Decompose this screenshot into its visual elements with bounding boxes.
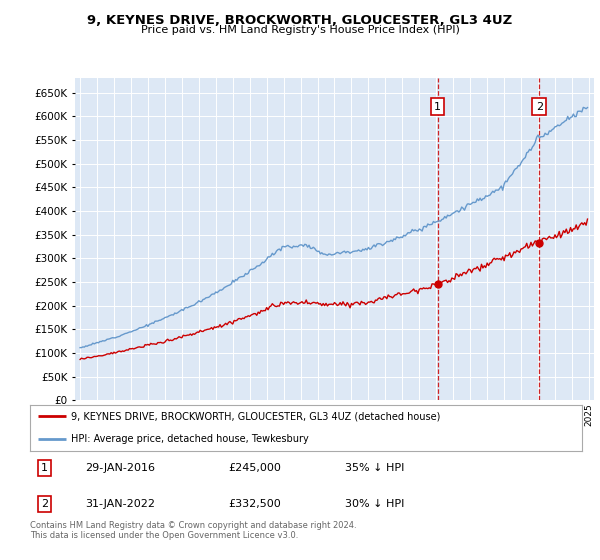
Text: 2: 2 [41, 499, 48, 509]
Text: 9, KEYNES DRIVE, BROCKWORTH, GLOUCESTER, GL3 4UZ: 9, KEYNES DRIVE, BROCKWORTH, GLOUCESTER,… [88, 14, 512, 27]
Text: Contains HM Land Registry data © Crown copyright and database right 2024.
This d: Contains HM Land Registry data © Crown c… [30, 521, 356, 540]
Text: £332,500: £332,500 [229, 499, 281, 509]
Text: HPI: Average price, detached house, Tewkesbury: HPI: Average price, detached house, Tewk… [71, 435, 309, 444]
Text: 30% ↓ HPI: 30% ↓ HPI [344, 499, 404, 509]
Text: £245,000: £245,000 [229, 463, 281, 473]
Text: 1: 1 [434, 102, 441, 112]
Text: 35% ↓ HPI: 35% ↓ HPI [344, 463, 404, 473]
Text: 31-JAN-2022: 31-JAN-2022 [85, 499, 155, 509]
Text: Price paid vs. HM Land Registry's House Price Index (HPI): Price paid vs. HM Land Registry's House … [140, 25, 460, 35]
Text: 9, KEYNES DRIVE, BROCKWORTH, GLOUCESTER, GL3 4UZ (detached house): 9, KEYNES DRIVE, BROCKWORTH, GLOUCESTER,… [71, 412, 441, 421]
Text: 1: 1 [41, 463, 48, 473]
Text: 29-JAN-2016: 29-JAN-2016 [85, 463, 155, 473]
Text: 2: 2 [536, 102, 543, 112]
